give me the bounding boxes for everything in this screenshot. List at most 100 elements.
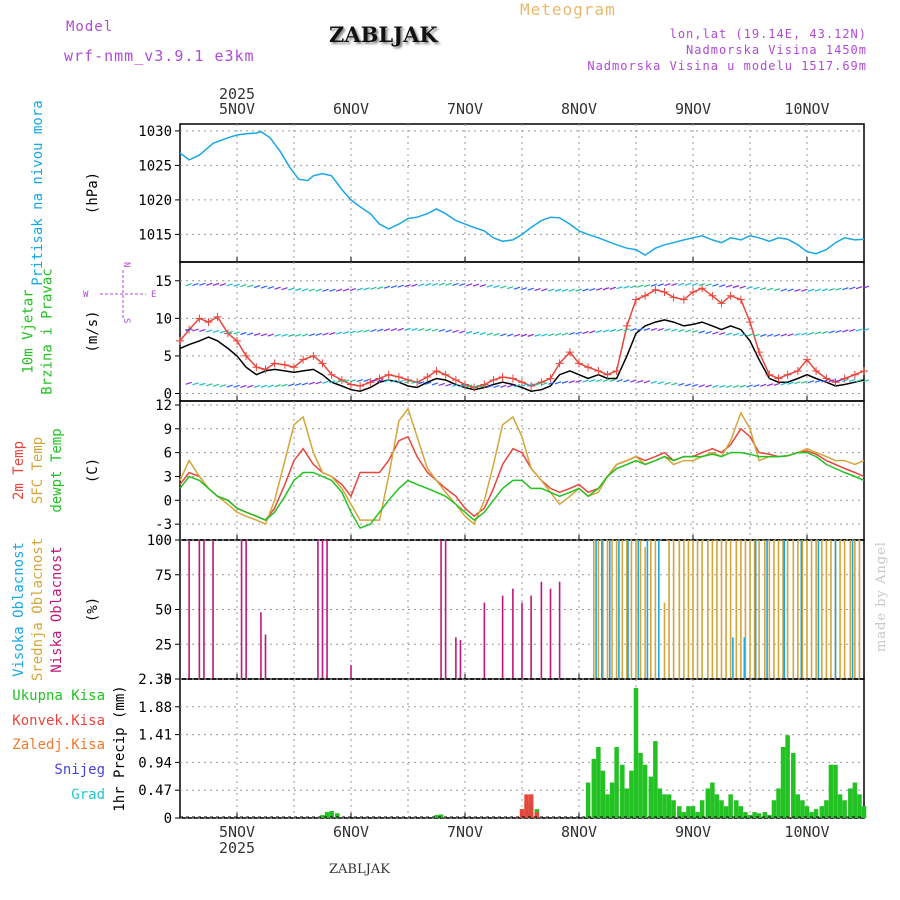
wind-barb: [725, 384, 733, 389]
wind-barb: [855, 286, 863, 290]
bar-clouds: [800, 540, 803, 679]
wind-barb: [595, 378, 603, 383]
gust-marker: [441, 370, 450, 379]
wind-barb: [821, 330, 829, 335]
bar-precip: [828, 764, 834, 818]
wind-barb: [513, 384, 521, 388]
compass-north: N: [121, 262, 131, 267]
wind-barb: [609, 378, 616, 383]
bar-clouds: [521, 602, 523, 679]
wind-barb: [397, 379, 404, 383]
wind-barb: [862, 285, 870, 289]
wind-barb: [192, 328, 199, 332]
wind-barb: [431, 282, 439, 286]
wind-barb: [520, 287, 528, 291]
top-day-label: 6NOV: [333, 100, 369, 118]
wind-barb: [260, 333, 268, 337]
wind-barb: [247, 384, 254, 389]
bar-precip: [752, 812, 757, 818]
wind-barb: [308, 288, 316, 292]
wind-barb: [630, 379, 637, 383]
gust-marker: [489, 375, 498, 384]
wind-barb: [212, 282, 220, 286]
compass-east: E: [151, 290, 156, 300]
wind-barb: [465, 330, 473, 335]
bar-clouds: [615, 540, 618, 679]
bar-precip: [690, 806, 696, 818]
gust-marker: [755, 348, 764, 357]
y-tick-label: 6: [164, 446, 172, 462]
wind-barb: [671, 382, 678, 386]
temperature-side-label: SFC Temp: [30, 437, 46, 504]
y-tick-label: 1020: [138, 193, 172, 209]
bar-precip: [710, 782, 715, 818]
wind-barb: [301, 333, 309, 337]
wind-barb: [479, 384, 487, 389]
wind-barb: [226, 283, 233, 287]
wind-barb: [691, 329, 699, 334]
gust-marker: [404, 375, 412, 384]
wind-barb: [766, 383, 774, 387]
wind-barb: [691, 282, 699, 286]
bar-clouds: [729, 540, 732, 679]
bar-precip: [699, 800, 705, 818]
wind-barb: [616, 379, 623, 383]
wind-barb: [459, 282, 466, 287]
y-tick-label: 0: [164, 811, 172, 827]
bar-clouds: [815, 540, 817, 679]
bar-precip: [714, 794, 720, 818]
bar-clouds: [753, 540, 756, 679]
series-line-gust: [179, 287, 865, 389]
bar-clouds: [646, 540, 649, 679]
wind-barb: [568, 288, 575, 292]
gust-marker: [660, 288, 669, 297]
bar-clouds: [777, 540, 780, 679]
wind-barb: [568, 331, 575, 336]
wind-barb: [787, 381, 794, 385]
wind-barb: [363, 287, 370, 291]
bar-precip: [833, 764, 838, 818]
precip-legend-label: Zaledj.Kisa: [12, 737, 105, 753]
gust-marker: [708, 291, 717, 300]
panel-clouds: 0 25 50 75 100 (%) Visoka Oblacnost Srednja Obl…: [11, 533, 865, 688]
bar-precip: [824, 800, 829, 818]
wind-barb: [267, 333, 274, 337]
wind-barb: [397, 284, 404, 288]
wind-barb: [472, 283, 480, 287]
wind-barb: [486, 384, 493, 389]
model-name: wrf-nmm_v3.9.1 e3km: [64, 47, 255, 65]
bar-precip: [329, 810, 334, 818]
wind-barb: [472, 384, 480, 388]
y-tick-label: 25: [155, 637, 172, 653]
compass-cross: [100, 270, 146, 318]
wind-barb: [431, 382, 439, 386]
wind-barb: [281, 287, 288, 291]
bar-precip: [686, 806, 691, 818]
gust-marker: [261, 365, 270, 374]
wind-barb: [377, 379, 384, 383]
wind-barb: [698, 384, 705, 388]
gust-marker: [537, 378, 546, 387]
bar-precip: [756, 813, 762, 818]
wind-barb: [253, 384, 261, 389]
bar-precip: [633, 687, 639, 818]
gust-marker: [356, 381, 365, 390]
wind-barb: [780, 288, 787, 292]
wind-barb: [842, 378, 849, 383]
wind-barb: [807, 331, 815, 336]
gust-marker: [612, 366, 621, 375]
wind-barb: [192, 382, 199, 386]
wind-barb: [411, 380, 418, 384]
wind-barb: [725, 332, 733, 336]
bar-clouds: [483, 602, 486, 679]
bar-precip: [762, 812, 768, 818]
gust-marker: [366, 378, 375, 387]
gust-marker: [252, 363, 261, 372]
bar-clouds: [627, 540, 629, 679]
bar-clouds: [732, 637, 734, 679]
bar-clouds: [783, 540, 785, 679]
bottom-day-label: 5NOV: [219, 823, 255, 841]
wind-barb: [760, 333, 767, 337]
gust-marker: [480, 380, 489, 389]
wind-barb: [445, 329, 452, 333]
